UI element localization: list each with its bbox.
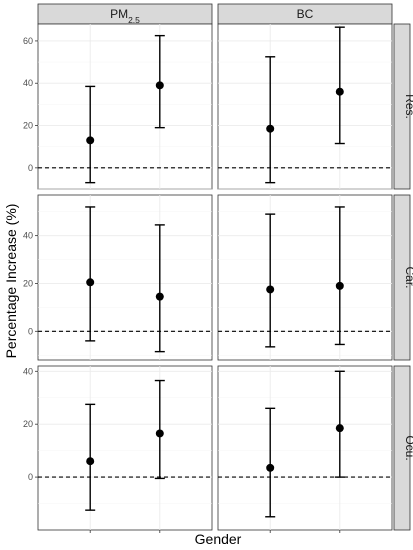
row-strip [393,23,411,190]
panel-background [37,23,213,190]
panel-background [217,365,393,531]
y-tick-label: 0 [28,326,33,336]
data-point [266,285,275,294]
column-strip-label: BC [297,7,314,21]
y-tick-label: 20 [23,278,33,288]
y-tick-label: 40 [23,366,33,376]
data-point [155,81,164,90]
y-tick-label: 40 [23,78,33,88]
y-axis-title: Percentage Increase (%) [3,204,19,359]
data-point [86,457,95,466]
y-tick-label: 20 [23,419,33,429]
data-point [155,292,164,301]
data-point [155,429,164,438]
y-tick-label: 20 [23,121,33,131]
row-strip-label: Res. [403,94,413,119]
x-axis-title: Gender [195,531,242,547]
column-strip-label: PM2.5 [110,7,140,25]
y-tick-label: 40 [23,231,33,241]
y-tick-label: 0 [28,163,33,173]
row-strip [393,194,411,361]
row-strip [393,365,411,531]
data-point [335,87,344,96]
y-tick-label: 0 [28,472,33,482]
data-point [266,463,275,472]
data-point [335,281,344,290]
data-point [86,136,95,145]
panel-background [217,23,393,190]
data-point [86,278,95,287]
data-point [266,124,275,133]
panel-background [37,365,213,531]
panel-background [37,194,213,361]
row-strip-label: Ocu. [403,435,413,460]
panels-layer: PM2.5 BC Res. 0 20 40 60 Car. 0 20 40 Ocu. 0 20 40 [23,3,413,533]
panel-background [217,194,393,361]
data-point [335,424,344,433]
y-tick-label: 60 [23,36,33,46]
row-strip-label: Car. [403,266,413,288]
